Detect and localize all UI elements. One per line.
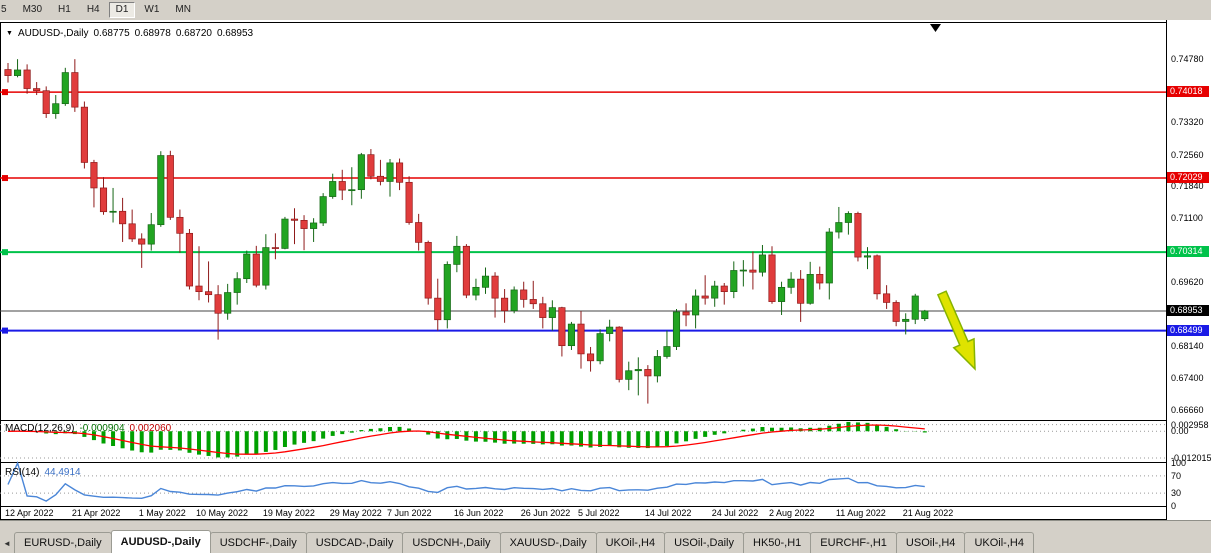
price-axis-tick: 0.66660	[1171, 405, 1204, 416]
price-level-badge: 0.70314	[1167, 246, 1209, 258]
level-line-0.72029[interactable]	[0, 175, 1166, 182]
rsi-indicator-label: RSI(14) 44,4914	[5, 467, 81, 478]
level-line-handle[interactable]	[2, 327, 8, 334]
price-axis-tick: 0.74780	[1171, 54, 1204, 65]
price-axis-tick: 0.73320	[1171, 117, 1204, 128]
level-line-handle[interactable]	[2, 249, 8, 256]
macd-pane	[0, 421, 1166, 459]
price-level-badge: 0.72029	[1167, 172, 1209, 184]
date-label: 24 Jul 2022	[712, 508, 759, 518]
level-lines[interactable]	[0, 89, 1166, 334]
time-axis[interactable]: 12 Apr 2022 21 Apr 2022 1 May 2022 10 May 2…	[5, 508, 953, 518]
chart-tab-usoil-h4[interactable]: USOil-,H4	[895, 532, 966, 553]
timeframe-toolbar: 5 M30 H1 H4 D1 W1 MN	[0, 0, 1211, 21]
timeframe-button-5[interactable]: 5	[0, 2, 14, 18]
price-axis-tick: 0.71840	[1171, 181, 1204, 192]
macd-signal-line	[7, 424, 925, 455]
rsi-axis-tick: 30	[1171, 488, 1182, 499]
level-line-0.70314[interactable]	[0, 249, 1166, 256]
price-axis[interactable]: 0.74780 0.73320 0.72560 0.71840 0.71100 0.696…	[1166, 20, 1211, 520]
chart-tab-usdchf-daily[interactable]: USDCHF-,Daily	[209, 532, 307, 553]
macd-name: MACD(12,26,9)	[5, 423, 75, 434]
macd-value-main: -0.000904	[79, 423, 125, 434]
rsi-name: RSI(14)	[5, 467, 40, 478]
macd-axis-tick: -0.012015	[1171, 453, 1211, 464]
price-axis-tick: 0.72560	[1171, 150, 1204, 161]
chart-tab-ukoil-h4[interactable]: UKOil-,H4	[964, 532, 1034, 553]
date-label: 21 Aug 2022	[903, 508, 954, 518]
timeframe-button-w1[interactable]: W1	[137, 2, 167, 18]
chart-area: 12 Apr 2022 21 Apr 2022 1 May 2022 10 May 2…	[0, 20, 1166, 520]
chart-tab-usdcnh-daily[interactable]: USDCNH-,Daily	[402, 532, 501, 553]
price-level-badge: 0.74018	[1167, 86, 1209, 98]
timeframe-button-d1[interactable]: D1	[108, 2, 136, 18]
level-line-handle[interactable]	[2, 89, 8, 96]
level-line-handle[interactable]	[2, 175, 8, 182]
date-label: 12 Apr 2022	[5, 508, 54, 518]
chart-tab-xauusd-daily[interactable]: XAUUSD-,Daily	[499, 532, 597, 553]
candles	[4, 59, 929, 404]
rsi-axis-tick: 70	[1171, 470, 1182, 481]
price-axis-tick: 0.68140	[1171, 341, 1204, 352]
chart-ohlc-header: ▼ AUDUSD-,Daily 0.68775 0.68978 0.68720 …	[6, 28, 253, 39]
date-label: 2 Aug 2022	[769, 508, 815, 518]
bearish-arrow-annotation[interactable]	[936, 290, 976, 371]
chart-symbol-label: AUDUSD-,Daily	[17, 28, 89, 39]
symbol-marker-icon: ▼	[6, 29, 13, 37]
price-axis-tick: 0.71100	[1171, 213, 1203, 224]
ohlc-low-value: 0.68720	[175, 28, 212, 39]
date-label: 16 Jun 2022	[454, 508, 504, 518]
date-label: 5 Jul 2022	[578, 508, 620, 518]
date-label: 19 May 2022	[263, 508, 315, 518]
current-price-badge: 0.68953	[1167, 304, 1209, 316]
level-line-0.74018[interactable]	[0, 89, 1166, 96]
price-axis-tick: 0.67400	[1171, 373, 1204, 384]
chart-tab-eurchf-h1[interactable]: EURCHF-,H1	[810, 532, 897, 553]
date-label: 21 Apr 2022	[72, 508, 121, 518]
chart-frame	[0, 22, 1166, 520]
macd-value-signal: 0.002060	[129, 423, 172, 434]
candlestick-chart-canvas[interactable]: 12 Apr 2022 21 Apr 2022 1 May 2022 10 May 2…	[0, 20, 1166, 520]
rsi-line	[7, 460, 925, 502]
rsi-axis-tick: 0	[1171, 501, 1177, 511]
date-label: 7 Jun 2022	[387, 508, 432, 518]
timeframe-button-mn[interactable]: MN	[168, 2, 198, 18]
date-label: 11 Aug 2022	[836, 508, 886, 518]
top-triangle-marker-icon[interactable]	[930, 24, 941, 32]
date-label: 29 May 2022	[330, 508, 382, 518]
price-axis-tick: 0.69620	[1171, 277, 1204, 288]
date-label: 26 Jun 2022	[521, 508, 571, 518]
macd-axis-tick: 0.002958	[1171, 419, 1209, 430]
macd-indicator-label: MACD(12,26,9) -0.000904 0.002060	[5, 423, 171, 434]
tabs-scroll-left-icon[interactable]: ◄	[3, 539, 11, 548]
chart-tab-audusd-daily[interactable]: AUDUSD-,Daily	[110, 530, 211, 553]
date-label: 1 May 2022	[139, 508, 186, 518]
timeframe-button-h4[interactable]: H4	[79, 2, 107, 18]
timeframe-button-h1[interactable]: H1	[51, 2, 78, 18]
ohlc-open-value: 0.68775	[93, 28, 130, 39]
rsi-value: 44,4914	[44, 467, 81, 478]
rsi-pane	[0, 460, 1166, 502]
macd-axis-tick: 0.00	[1171, 426, 1189, 437]
date-label: 14 Jul 2022	[645, 508, 692, 518]
chart-tab-usdcad-daily[interactable]: USDCAD-,Daily	[305, 532, 404, 553]
price-level-badge: 0.68499	[1167, 324, 1209, 336]
chart-tabs-bar: ◄ EURUSD-,Daily AUDUSD-,Daily USDCHF-,Daily…	[0, 520, 1211, 553]
chart-tab-eurusd-daily[interactable]: EURUSD-,Daily	[14, 532, 112, 553]
chart-tab-hk50-h1[interactable]: HK50-,H1	[743, 532, 812, 553]
date-label: 10 May 2022	[196, 508, 248, 518]
ohlc-high-value: 0.68978	[134, 28, 171, 39]
chart-tab-ukoil-h4[interactable]: UKOil-,H4	[595, 532, 666, 553]
rsi-axis-tick: 100	[1171, 458, 1187, 468]
timeframe-button-m30[interactable]: M30	[15, 2, 50, 18]
ohlc-close-value: 0.68953	[216, 28, 254, 39]
chart-tab-usoil-daily[interactable]: USOil-,Daily	[664, 532, 744, 553]
